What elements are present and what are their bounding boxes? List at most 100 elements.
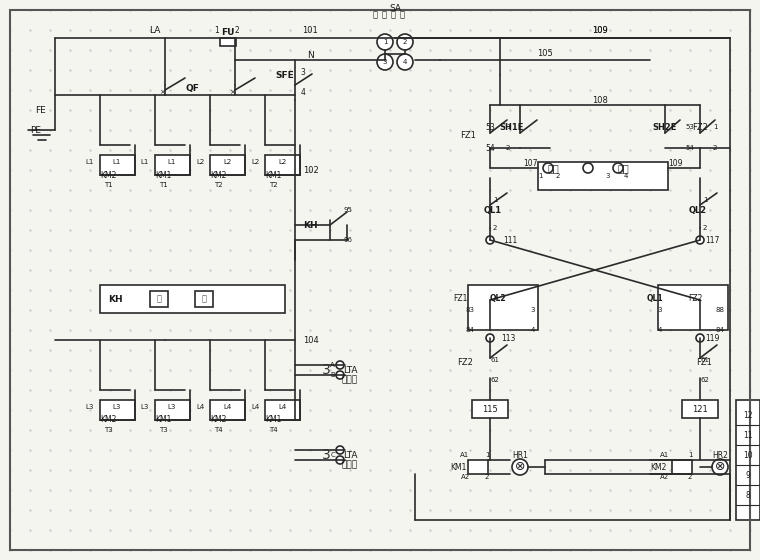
Text: 主绕组: 主绕组 [342,376,358,385]
Text: 2: 2 [713,145,717,151]
Text: 53: 53 [686,124,695,130]
Text: 现场: 现场 [617,163,629,173]
Text: 61: 61 [701,357,710,363]
Text: 2: 2 [506,145,510,151]
Bar [150,291,168,307]
Bar [100,285,285,313]
Text: 3: 3 [321,363,331,377]
Bar [682,400,718,418]
Text: ⊗: ⊗ [714,460,725,474]
Text: HR2: HR2 [712,450,728,460]
Text: LA: LA [149,26,160,35]
Text: KM2: KM2 [210,416,226,424]
Text: KM1: KM1 [264,416,281,424]
Text: 3: 3 [530,307,535,313]
Text: HR1: HR1 [512,450,528,460]
Text: SH1E: SH1E [500,123,524,132]
Text: L3: L3 [168,404,176,410]
Text: T3: T3 [103,427,112,433]
Circle shape [583,163,593,173]
Text: L1: L1 [112,159,121,165]
Text: 10: 10 [743,450,753,460]
Text: FE: FE [35,105,46,114]
Text: L2: L2 [196,159,204,165]
Circle shape [336,456,344,464]
Circle shape [397,34,413,50]
Text: 62: 62 [701,377,709,383]
Circle shape [336,446,344,454]
Bar [155,400,190,420]
Text: L1: L1 [168,159,176,165]
Bar [672,460,692,474]
Text: 8: 8 [746,491,750,500]
Text: T2: T2 [269,182,277,188]
Text: T3: T3 [159,427,167,433]
Bar [265,155,300,175]
Text: KH: KH [302,221,318,230]
Text: 副绕组: 副绕组 [342,460,358,469]
Circle shape [696,334,704,342]
Text: 2: 2 [492,225,497,231]
Bar [468,285,538,330]
Text: 4: 4 [530,327,535,333]
Bar [155,155,190,175]
Text: ⬛: ⬛ [157,295,162,304]
Bar [195,291,213,307]
Text: 105: 105 [537,49,553,58]
Text: L2: L2 [223,159,231,165]
Text: 101: 101 [302,26,318,35]
Text: SH2E: SH2E [653,123,677,132]
Text: 54: 54 [485,143,495,152]
Text: L4: L4 [196,404,204,410]
Text: PE: PE [30,125,42,134]
Text: 102: 102 [303,166,318,175]
Text: 2: 2 [235,26,239,35]
Text: 9: 9 [746,470,750,479]
Text: KM1: KM1 [155,416,171,424]
Bar [538,162,668,190]
Text: 2: 2 [688,474,692,480]
Text: 12: 12 [743,410,752,419]
Text: L2: L2 [278,159,286,165]
Text: 111: 111 [503,236,517,245]
Text: 1: 1 [688,452,692,458]
Text: 84: 84 [716,327,724,333]
Text: SA: SA [389,3,401,12]
Text: 1: 1 [383,39,388,45]
Text: 84: 84 [466,327,474,333]
Text: 119: 119 [705,334,719,343]
Circle shape [512,459,528,475]
Text: ⬛: ⬛ [201,295,207,304]
Circle shape [696,236,704,244]
Text: 2: 2 [703,225,708,231]
Text: C: C [331,452,335,458]
Text: QL1: QL1 [647,293,663,302]
Text: T1: T1 [159,182,167,188]
Text: FZ1: FZ1 [696,357,712,366]
Text: QL2: QL2 [689,206,707,214]
Circle shape [486,334,494,342]
Text: 109: 109 [592,26,608,35]
Circle shape [336,371,344,379]
Text: FZ2: FZ2 [692,123,708,132]
Text: 88: 88 [715,307,724,313]
Text: L3: L3 [141,404,149,410]
Text: 104: 104 [303,335,318,344]
Text: KM1: KM1 [450,463,466,472]
Text: 2: 2 [485,474,489,480]
Text: FZ2: FZ2 [688,293,702,302]
Text: KH: KH [108,295,122,304]
Text: 95: 95 [343,207,352,213]
Text: A1: A1 [461,452,470,458]
Text: 117: 117 [705,236,719,245]
Text: ⊗: ⊗ [515,460,525,474]
Bar [736,400,760,520]
Text: 1: 1 [485,452,489,458]
Text: L1: L1 [141,159,149,165]
Text: 108: 108 [592,96,608,105]
Text: 1: 1 [492,197,497,203]
Text: L2: L2 [251,159,259,165]
Text: 53: 53 [485,123,495,132]
Text: N: N [306,50,313,59]
Text: QF: QF [185,83,199,92]
